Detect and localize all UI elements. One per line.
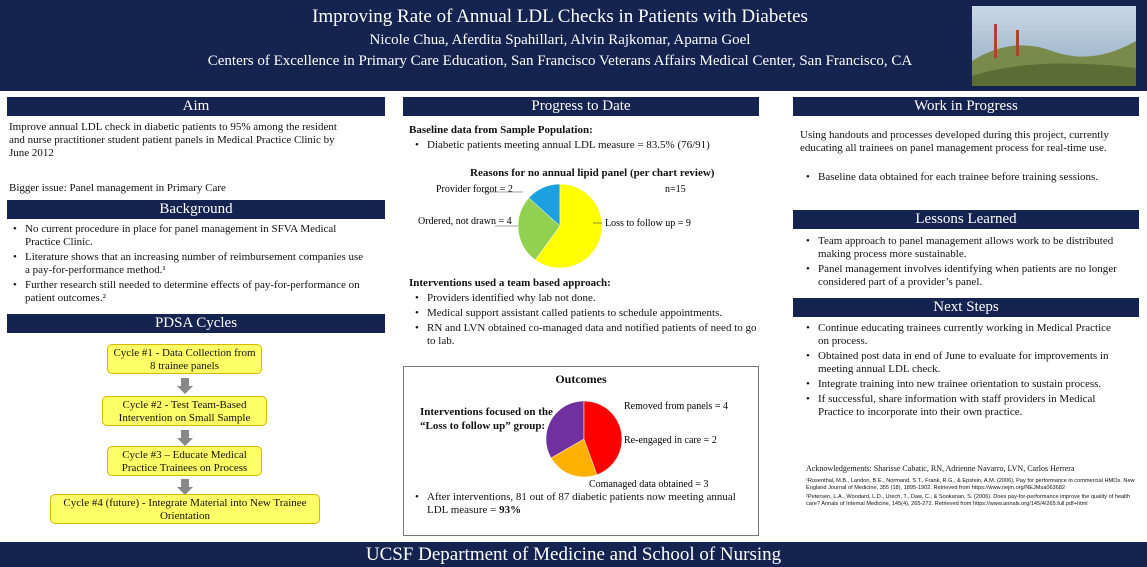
section-heading: Aim	[7, 97, 385, 116]
chart-note: n=15	[665, 184, 686, 195]
section-heading: Next Steps	[793, 298, 1139, 317]
bullet: After interventions, 81 out of 87 diabet…	[427, 491, 757, 517]
bullet: Diabetic patients meeting annual LDL mea…	[427, 139, 767, 152]
subheading: Outcomes	[404, 372, 758, 387]
bullet: Panel management involves identifying wh…	[818, 263, 1143, 289]
bullet-list: After interventions, 81 out of 87 diabet…	[413, 491, 757, 519]
subheading: Baseline data from Sample Population:	[409, 124, 593, 137]
work-text: Using handouts and processes developed d…	[800, 129, 1130, 155]
reference: ¹Rosenthal, M.B., Landon, B.E., Normand,…	[806, 478, 1136, 492]
bullet: If successful, share information with st…	[818, 393, 1118, 419]
section-heading: Work in Progress	[793, 97, 1139, 116]
bullet-emphasis: 93%	[499, 504, 521, 516]
footer: UCSF Department of Medicine and School o…	[0, 542, 1147, 567]
bullet-list: Baseline data obtained for each trainee …	[802, 171, 1138, 186]
bullet: Integrate training into new trainee orie…	[818, 378, 1118, 391]
slice-label: Loss to follow up = 9	[605, 218, 691, 229]
bullet-list: Providers identified why lab not done. Me…	[411, 292, 762, 350]
page: Poster {"header":{"title":"Improving Rat…	[0, 0, 1147, 567]
photo	[972, 6, 1136, 86]
bullet: RN and LVN obtained co-managed data and …	[427, 322, 762, 348]
section-heading: Progress to Date	[403, 97, 759, 116]
bullet: No current procedure in place for panel …	[25, 223, 365, 249]
slice-label: Ordered, not drawn = 4	[418, 216, 512, 227]
slice-label: Provider forgot = 2	[436, 184, 513, 195]
poster: Improving Rate of Annual LDL Checks in P…	[0, 0, 1147, 567]
cycle-box: Cycle #2 - Test Team-Based Intervention …	[102, 396, 267, 426]
pie-chart: Removed from panels = 4 Re-engaged in ca…	[544, 395, 756, 491]
bullet-list: Diabetic patients meeting annual LDL mea…	[411, 139, 767, 154]
arrow	[177, 386, 193, 394]
bullet-list: No current procedure in place for panel …	[9, 223, 365, 307]
header: Improving Rate of Annual LDL Checks in P…	[0, 0, 1147, 91]
aim-text: Improve annual LDL check in diabetic pat…	[9, 121, 339, 160]
reference: ²Petersen, L.A., Woodard, L.D., Urech, T…	[806, 494, 1136, 508]
affiliation: Centers of Excellence in Primary Care Ed…	[110, 53, 1010, 70]
slice-label: Re-engaged in care = 2	[624, 435, 717, 446]
bullet: Medical support assistant called patient…	[427, 307, 762, 320]
bullet: Providers identified why lab not done.	[427, 292, 762, 305]
bullet: Obtained post data in end of June to eva…	[818, 350, 1118, 376]
slice-label: Ordered, not drawn = 4	[418, 216, 512, 227]
subheading: Interventions used a team based approach…	[409, 277, 611, 290]
bullet: Team approach to panel management allows…	[818, 235, 1143, 261]
bullet-list: Team approach to panel management allows…	[802, 235, 1143, 291]
slice-label: Removed from panels = 4	[624, 401, 728, 412]
acknowledgements: Acknowledgements: Sharisse Cabatic, RN, …	[806, 464, 1136, 473]
bullet: Baseline data obtained for each trainee …	[818, 171, 1138, 184]
bullet-text: After interventions, 81 out of 87 diabet…	[427, 491, 736, 516]
section-heading: Background	[7, 200, 385, 219]
cycle-box: Cycle #3 – Educate Medical Practice Trai…	[107, 446, 262, 476]
bullet: Continue educating trainees currently wo…	[818, 322, 1118, 348]
slice-label: Re-engaged in care = 2	[624, 435, 717, 446]
section-heading: PDSA Cycles	[7, 314, 385, 333]
cycle-box: Cycle #4 (future) - Integrate Material i…	[50, 494, 320, 524]
arrow	[177, 438, 193, 446]
outcomes-box: Outcomes Interventions focused on the “L…	[403, 366, 759, 536]
bullet: Further research still needed to determi…	[25, 279, 365, 305]
slice-label: Comanaged data obtained = 3	[589, 479, 709, 490]
section-heading: Lessons Learned	[793, 210, 1139, 229]
slice-label: Removed from panels = 4	[624, 401, 728, 412]
bullet-list: Continue educating trainees currently wo…	[802, 322, 1118, 421]
pie-chart: n=15 Loss to follow up = 9 Ordered, not …	[403, 180, 759, 275]
authors: Nicole Chua, Aferdita Spahillari, Alvin …	[150, 32, 970, 49]
references: ¹Rosenthal, M.B., Landon, B.E., Normand,…	[806, 478, 1136, 510]
slice-label: Loss to follow up = 9	[605, 218, 691, 229]
outcomes-text: Interventions focused on the “Loss to fo…	[420, 405, 560, 433]
cycle-box: Cycle #1 - Data Collection from 8 traine…	[107, 344, 262, 374]
title: Improving Rate of Annual LDL Checks in P…	[150, 6, 970, 28]
bullet: Literature shows that an increasing numb…	[25, 251, 365, 277]
chart-title: Reasons for no annual lipid panel (per c…	[470, 167, 714, 180]
aim-issue: Bigger issue: Panel management in Primar…	[9, 182, 339, 195]
